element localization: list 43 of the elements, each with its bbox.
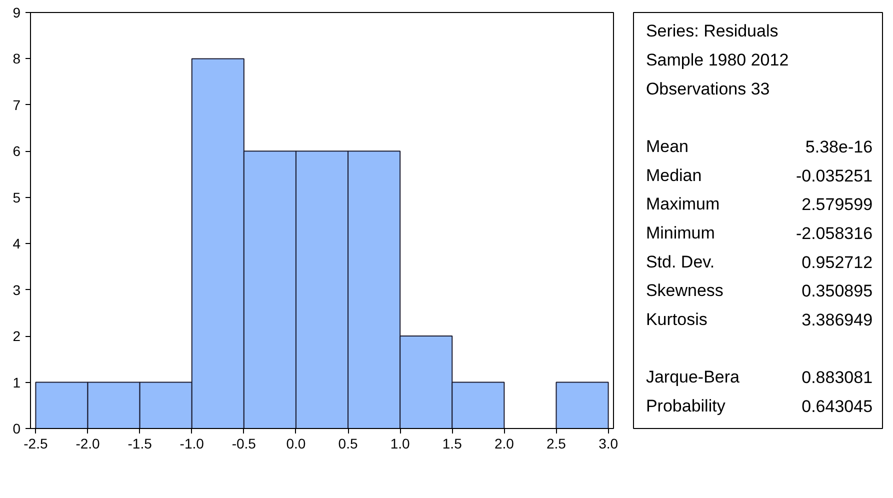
y-tick-label: 8 bbox=[12, 50, 21, 67]
y-tick-label: 7 bbox=[12, 96, 21, 113]
y-tick-label: 6 bbox=[12, 143, 21, 160]
x-tick-label: 0.0 bbox=[286, 436, 306, 452]
y-tick-label: 2 bbox=[12, 328, 21, 344]
y-tick-label: 0 bbox=[12, 420, 21, 436]
text: Observations 33 bbox=[646, 79, 770, 98]
text: Sample 1980 2012 bbox=[646, 50, 789, 70]
x-tick-label: -1.5 bbox=[128, 436, 152, 452]
x-tick-label: 1.5 bbox=[442, 436, 462, 452]
text: 0.883081 bbox=[802, 368, 873, 388]
text: Kurtosis bbox=[646, 310, 708, 330]
text: 3.386949 bbox=[802, 310, 873, 330]
x-tick-label: 2.0 bbox=[494, 436, 514, 452]
y-tick-label: 5 bbox=[12, 189, 21, 206]
x-tick-label: 1.0 bbox=[390, 436, 410, 452]
text: Median bbox=[646, 166, 702, 185]
text: 5.38e-16 bbox=[805, 138, 873, 157]
x-tick-label: -1.0 bbox=[180, 436, 204, 452]
text: Mean bbox=[646, 137, 688, 156]
x-tick-label: -2.0 bbox=[76, 436, 100, 452]
text: Jarque-Bera bbox=[646, 368, 740, 387]
x-tick-label: 0.5 bbox=[338, 436, 358, 452]
text: 0.643045 bbox=[802, 396, 873, 416]
text: Skewness bbox=[646, 281, 724, 300]
text: Probability bbox=[646, 396, 726, 416]
x-tick-label: 2.5 bbox=[546, 436, 566, 452]
x-tick-label: -2.5 bbox=[24, 436, 48, 452]
y-tick-label: 4 bbox=[12, 236, 21, 252]
y-tick-label: 1 bbox=[12, 374, 21, 390]
text: Series: Residuals bbox=[646, 22, 778, 41]
text: -0.035251 bbox=[796, 166, 873, 186]
x-tick-label: 3.0 bbox=[598, 436, 618, 452]
text: -2.058316 bbox=[796, 224, 873, 244]
text: Minimum bbox=[646, 224, 715, 243]
y-tick-label: 3 bbox=[12, 282, 21, 298]
text: Std. Dev. bbox=[646, 252, 715, 272]
text: 0.350895 bbox=[802, 282, 873, 301]
x-tick-label: -0.5 bbox=[232, 436, 256, 452]
text: 0.952712 bbox=[802, 252, 873, 272]
text: Maximum bbox=[646, 194, 720, 214]
y-tick-label: 9 bbox=[12, 4, 21, 20]
text: 2.579599 bbox=[802, 195, 873, 214]
